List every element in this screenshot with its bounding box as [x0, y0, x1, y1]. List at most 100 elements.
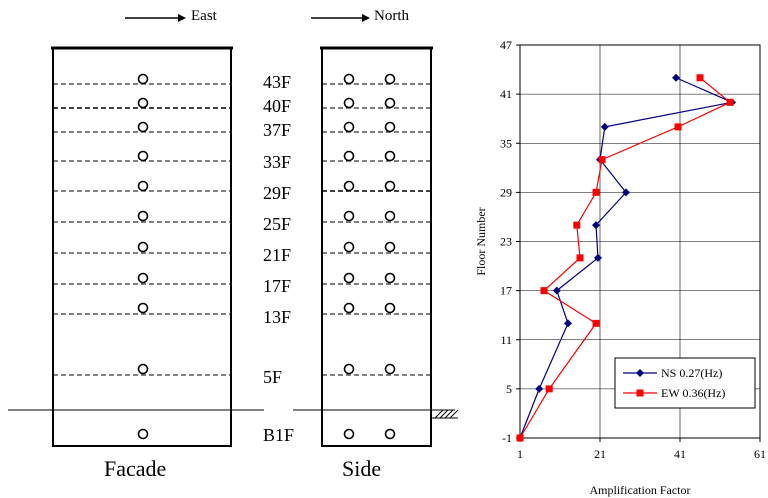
chart-tick-labels: -1 5 11 17 23 29 35 41 47 1 21 41 61: [500, 38, 766, 461]
data-point: [594, 253, 602, 262]
floor-label-17f: 17F: [263, 276, 292, 296]
data-point: [598, 156, 606, 164]
data-point: [545, 385, 553, 393]
y-tick-label: 29: [500, 185, 512, 199]
data-point: [672, 73, 680, 82]
x-tick-label: 61: [754, 447, 766, 461]
y-tick-label: 5: [506, 382, 512, 396]
chart-series: [516, 73, 736, 442]
data-point: [592, 188, 600, 196]
sensor-icon: [384, 210, 396, 222]
floor-label-21f: 21F: [263, 245, 292, 265]
floor-label-5f: 5F: [263, 367, 283, 387]
sensor-icon: [384, 97, 396, 109]
north-direction-label: North: [374, 8, 409, 24]
sensor-icon: [137, 210, 149, 222]
sensor-icon: [343, 272, 355, 284]
sensor-icon: [384, 428, 396, 440]
sensor-icon: [137, 97, 149, 109]
y-tick-label: 23: [500, 235, 512, 249]
facade-caption: Facade: [104, 456, 167, 481]
floor-label-40f: 40F: [263, 96, 292, 116]
legend-item: NS 0.27(Hz): [623, 366, 722, 380]
legend-item: EW 0.36(Hz): [623, 386, 725, 400]
floor-label-b1f: B1F: [263, 425, 295, 445]
data-point: [535, 384, 544, 393]
data-point: [576, 254, 584, 262]
sensor-icon: [137, 363, 149, 375]
y-tick-label: 35: [500, 136, 512, 150]
side-sensors: [343, 73, 396, 440]
sensor-icon: [343, 363, 355, 375]
series-0: [516, 73, 736, 442]
sensor-icon: [384, 272, 396, 284]
sensor-icon: [137, 428, 149, 440]
sensor-icon: [343, 121, 355, 133]
y-tick-label: 17: [500, 284, 512, 298]
sensor-icon: [343, 210, 355, 222]
sensor-icon: [137, 302, 149, 314]
amplification-chart: -1 5 11 17 23 29 35 41 47 1 21 41 61 Floor Number Am…: [474, 38, 766, 497]
data-point: [674, 123, 682, 131]
chart-legend: NS 0.27(Hz) EW 0.36(Hz): [614, 357, 756, 409]
series-1: [516, 74, 734, 442]
data-point: [516, 434, 524, 442]
floor-label-33f: 33F: [263, 152, 292, 172]
sensor-icon: [384, 150, 396, 162]
chart-x-axis-label: Amplification Factor: [590, 483, 691, 497]
y-tick-label: 41: [500, 87, 512, 101]
legend-label: NS 0.27(Hz): [661, 366, 722, 380]
east-direction-label: East: [191, 8, 217, 24]
floor-label-13f: 13F: [263, 307, 292, 327]
data-point: [696, 74, 704, 82]
sensor-icon: [384, 363, 396, 375]
sensor-icon: [137, 121, 149, 133]
sensor-icon: [343, 180, 355, 192]
sensor-icon: [343, 241, 355, 253]
sensor-icon: [384, 180, 396, 192]
sensor-icon: [137, 73, 149, 85]
data-point: [592, 319, 600, 327]
sensor-icon: [384, 241, 396, 253]
sensor-icon: [137, 272, 149, 284]
sensor-icon: [343, 150, 355, 162]
x-tick-label: 1: [517, 447, 523, 461]
data-point: [540, 287, 548, 295]
x-tick-label: 21: [594, 447, 606, 461]
data-point: [726, 98, 734, 106]
sensor-icon: [137, 150, 149, 162]
sensor-icon: [343, 73, 355, 85]
data-point: [600, 122, 609, 131]
sensor-icon: [343, 428, 355, 440]
east-arrow-icon: [125, 14, 186, 22]
floor-label-37f: 37F: [263, 120, 292, 140]
ground-hatch-icon: [432, 409, 459, 419]
sensor-icon: [137, 180, 149, 192]
chart-y-axis-label: Floor Number: [474, 207, 488, 275]
legend-marker: [636, 369, 644, 377]
data-point: [592, 221, 600, 230]
y-tick-label: 47: [500, 38, 512, 52]
y-tick-label: 11: [500, 333, 512, 347]
side-caption: Side: [342, 456, 382, 481]
facade-sensors: [137, 73, 149, 440]
floor-label-43f: 43F: [263, 72, 292, 92]
legend-marker: [636, 389, 644, 397]
legend-box: [614, 357, 756, 409]
y-tick-label: -1: [502, 431, 512, 445]
data-point: [552, 286, 561, 295]
sensor-icon: [137, 241, 149, 253]
legend-label: EW 0.36(Hz): [661, 386, 725, 400]
x-tick-label: 41: [674, 447, 686, 461]
sensor-icon: [384, 121, 396, 133]
sensor-icon: [343, 97, 355, 109]
sensor-icon: [384, 73, 396, 85]
floor-label-25f: 25F: [263, 214, 292, 234]
floor-label-29f: 29F: [263, 183, 292, 203]
data-point: [573, 221, 581, 229]
sensor-icon: [343, 302, 355, 314]
north-arrow-icon: [311, 14, 370, 22]
sensor-icon: [384, 302, 396, 314]
